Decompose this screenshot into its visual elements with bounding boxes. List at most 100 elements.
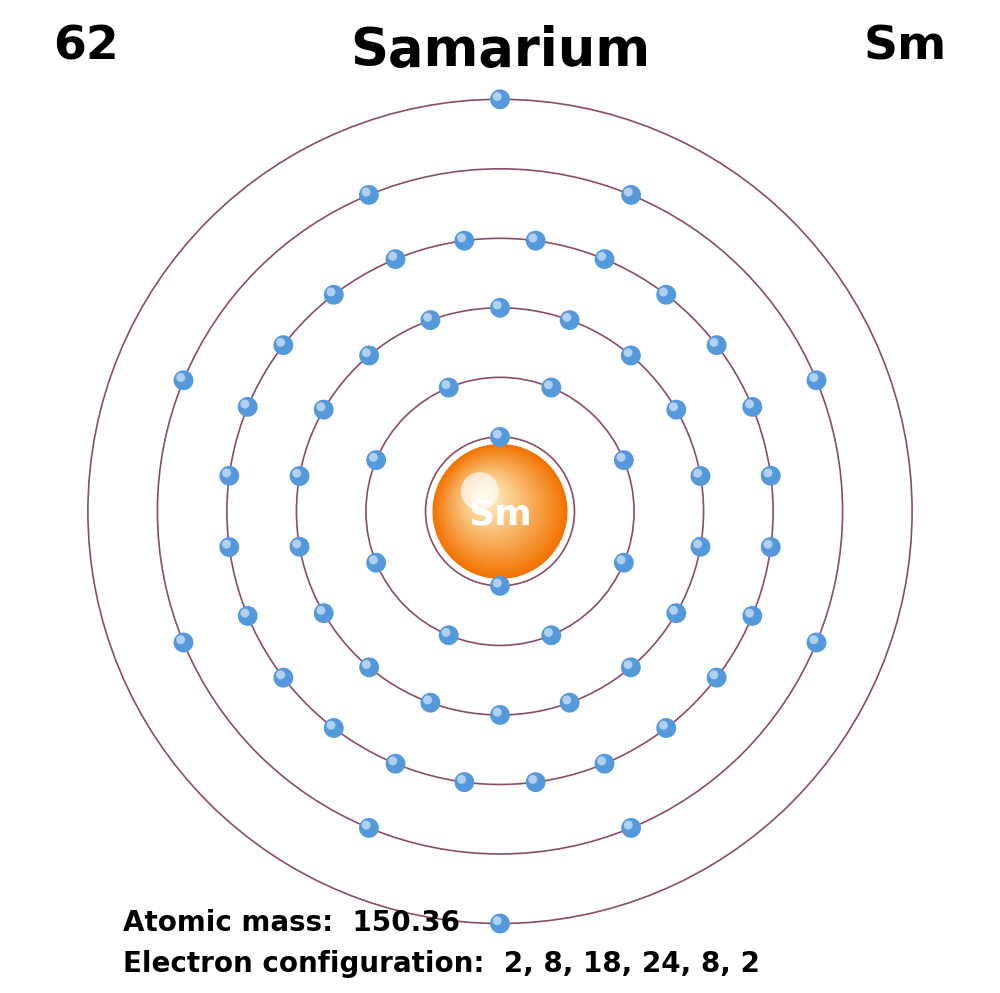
Circle shape [434, 445, 565, 577]
Circle shape [388, 252, 397, 261]
Circle shape [314, 399, 334, 419]
Circle shape [614, 553, 634, 573]
Circle shape [420, 693, 440, 713]
Circle shape [481, 493, 486, 497]
Circle shape [693, 469, 702, 478]
Circle shape [316, 402, 325, 411]
Circle shape [493, 579, 502, 588]
Circle shape [439, 450, 557, 568]
Circle shape [461, 472, 520, 531]
Circle shape [463, 475, 515, 527]
Circle shape [526, 230, 546, 250]
Circle shape [666, 400, 686, 420]
Circle shape [471, 482, 503, 514]
Circle shape [624, 820, 633, 829]
Circle shape [457, 469, 525, 536]
Circle shape [541, 377, 561, 397]
Circle shape [445, 457, 546, 558]
Circle shape [174, 370, 193, 390]
Circle shape [457, 233, 466, 242]
Circle shape [490, 427, 510, 447]
Circle shape [763, 540, 772, 549]
Circle shape [474, 486, 496, 507]
Circle shape [439, 626, 459, 645]
Circle shape [528, 775, 537, 783]
Circle shape [745, 609, 754, 618]
Circle shape [423, 313, 432, 322]
Circle shape [464, 475, 514, 526]
Text: Atomic mass:  150.36: Atomic mass: 150.36 [123, 909, 460, 936]
Circle shape [292, 469, 301, 478]
Circle shape [386, 249, 405, 269]
Circle shape [444, 456, 547, 559]
Circle shape [467, 479, 509, 520]
Circle shape [617, 555, 626, 564]
Text: Electron configuration:  2, 8, 18, 24, 8, 2: Electron configuration: 2, 8, 18, 24, 8,… [123, 950, 760, 978]
Circle shape [176, 373, 185, 382]
Circle shape [366, 553, 386, 573]
Circle shape [219, 466, 239, 486]
Circle shape [359, 185, 379, 205]
Text: 62: 62 [53, 25, 119, 70]
Circle shape [763, 469, 772, 478]
Circle shape [472, 484, 501, 512]
Circle shape [809, 373, 818, 382]
Circle shape [466, 477, 511, 522]
Circle shape [369, 453, 378, 462]
Circle shape [709, 670, 718, 679]
Circle shape [490, 576, 510, 596]
Circle shape [444, 455, 548, 560]
Circle shape [595, 249, 614, 269]
Circle shape [460, 472, 521, 532]
Circle shape [461, 473, 519, 530]
Circle shape [447, 459, 542, 553]
Circle shape [362, 188, 371, 197]
Circle shape [324, 718, 344, 738]
Circle shape [362, 660, 371, 669]
Circle shape [439, 377, 459, 397]
Circle shape [388, 757, 397, 766]
Circle shape [707, 667, 727, 687]
Circle shape [490, 298, 510, 318]
Circle shape [176, 636, 185, 644]
Circle shape [359, 346, 379, 365]
Circle shape [362, 820, 371, 829]
Circle shape [273, 336, 293, 355]
Circle shape [454, 466, 530, 542]
Circle shape [454, 773, 474, 792]
Circle shape [442, 453, 552, 563]
Circle shape [433, 445, 566, 578]
Circle shape [597, 757, 606, 766]
Circle shape [480, 492, 487, 498]
Circle shape [624, 660, 633, 669]
Circle shape [423, 695, 432, 704]
Circle shape [455, 467, 529, 540]
Circle shape [466, 478, 510, 521]
Circle shape [386, 754, 405, 774]
Circle shape [528, 233, 537, 242]
Circle shape [493, 92, 502, 101]
Circle shape [276, 670, 285, 679]
Circle shape [469, 481, 505, 516]
Circle shape [238, 397, 258, 417]
Circle shape [327, 721, 335, 730]
Circle shape [454, 230, 474, 250]
Circle shape [457, 775, 466, 783]
Circle shape [476, 488, 493, 504]
Circle shape [742, 606, 762, 626]
Circle shape [464, 476, 513, 524]
Circle shape [478, 490, 490, 501]
Circle shape [659, 288, 668, 297]
Circle shape [238, 606, 258, 626]
Circle shape [707, 336, 727, 355]
Circle shape [448, 460, 541, 552]
Circle shape [465, 477, 512, 523]
Text: Samarium: Samarium [350, 25, 650, 76]
Circle shape [461, 473, 499, 510]
Circle shape [436, 447, 562, 574]
Circle shape [621, 346, 641, 365]
Circle shape [490, 914, 510, 933]
Circle shape [459, 470, 523, 534]
Circle shape [482, 494, 484, 495]
Circle shape [475, 487, 495, 506]
